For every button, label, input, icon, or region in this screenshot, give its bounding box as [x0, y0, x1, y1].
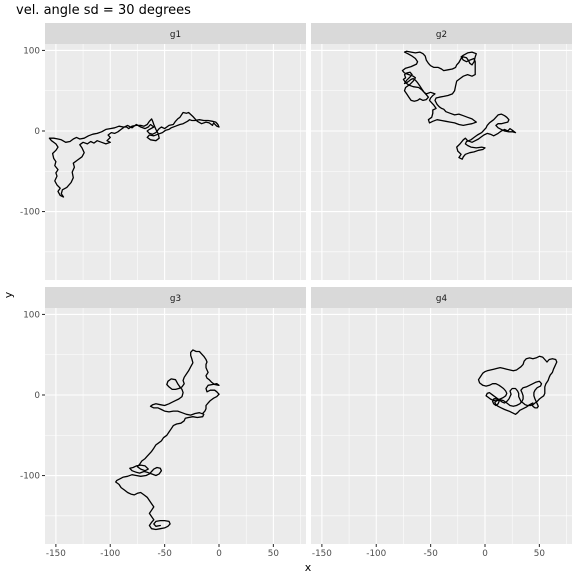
facet-strip [311, 287, 572, 308]
y-tick-label: -100 [20, 208, 40, 218]
trajectory-line-g1 [48, 111, 220, 198]
facet-strip-label: g3 [170, 294, 181, 304]
x-tick-label: 0 [482, 549, 488, 559]
y-tick-label: 100 [23, 46, 40, 56]
panel-g4: g4 [311, 287, 572, 544]
trajectory-line-g4 [477, 355, 558, 407]
x-tick-label: -150 [46, 549, 66, 559]
x-axis-title: x [305, 561, 312, 574]
x-tick-label: -50 [423, 549, 438, 559]
panel-background [45, 44, 306, 280]
trajectory-line-g3-b [202, 393, 220, 415]
facet-strip [45, 287, 306, 308]
x-tick-label: -100 [100, 549, 120, 559]
y-tick-label: -100 [20, 472, 40, 482]
panel-background [311, 44, 572, 280]
y-tick-label: 100 [23, 310, 40, 320]
x-tick-label: 0 [216, 549, 222, 559]
axes: 100 0 -100 100 0 -100 -150 -100 -50 0 50 -150 -100 -5… [20, 46, 545, 559]
facet-strip-label: g1 [170, 30, 181, 40]
x-tick-label: 50 [268, 549, 280, 559]
y-tick-label: 0 [34, 127, 40, 137]
facet-strip-label: g4 [436, 294, 448, 304]
x-tick-label: 50 [534, 549, 546, 559]
facet-strip [45, 23, 306, 44]
panel-background [45, 308, 306, 544]
panel-g1: g1 [45, 23, 306, 280]
y-axis-title: y [2, 291, 15, 298]
x-tick-label: -100 [366, 549, 386, 559]
y-tick-label: 0 [34, 391, 40, 401]
trajectory-line-g2-b [401, 50, 477, 127]
facet-strip [311, 23, 572, 44]
x-tick-label: -50 [157, 549, 172, 559]
facet-panels: g1 g2 g3 g4 [45, 23, 572, 544]
trajectory-line-g4-b [494, 380, 543, 415]
chart-title: vel. angle sd = 30 degrees [16, 3, 191, 18]
x-tick-label: -150 [312, 549, 332, 559]
facet-strip-label: g2 [436, 30, 447, 40]
panel-g3: g3 [45, 287, 306, 544]
trajectory-line-g2 [456, 113, 517, 160]
trajectory-line-g3 [115, 349, 220, 531]
panel-background [311, 308, 572, 544]
panel-g2: g2 [311, 23, 572, 280]
